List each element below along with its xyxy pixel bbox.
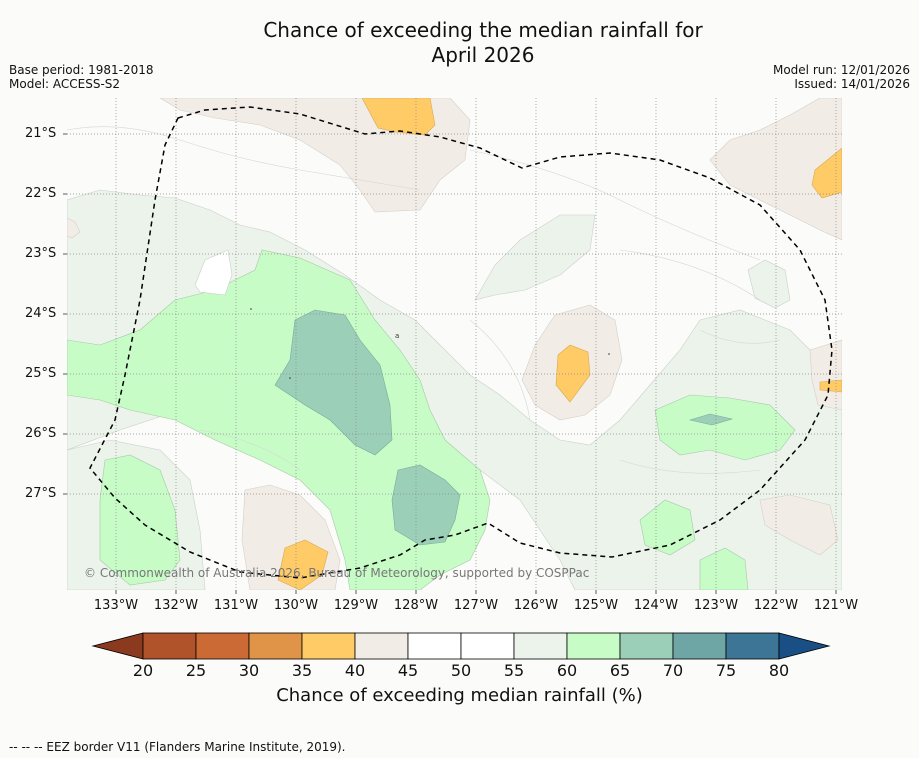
lon-label-133: 133°W (93, 598, 139, 613)
colorbar-tick: 20 (132, 661, 154, 680)
colorbar-segment (354, 632, 409, 660)
colorbar-tick: 55 (503, 661, 525, 680)
colorbar-tick: 50 (450, 661, 472, 680)
gridlines (67, 98, 842, 590)
map-plot-area: a (67, 98, 842, 590)
colorbar-segment (460, 632, 515, 660)
lon-label-131: 131°W (213, 598, 259, 613)
zone-65-70-south (391, 464, 461, 546)
lon-label-125: 125°W (573, 598, 619, 613)
title-line-1: Chance of exceeding the median rainfall … (263, 18, 703, 42)
colorbar-tick: 75 (715, 661, 737, 680)
issued-text: Issued: 14/01/2026 (794, 77, 910, 91)
lat-label-22: 22°S (25, 186, 57, 201)
colorbar-segment (248, 632, 303, 660)
zone-40-45-west (67, 217, 81, 239)
colorbar-tick: 60 (556, 661, 578, 680)
colorbar-segment (142, 632, 197, 660)
lon-label-122: 122°W (753, 598, 799, 613)
colorbar-tick: 30 (238, 661, 260, 680)
model-text: Model: ACCESS-S2 (9, 77, 121, 91)
small-glyph-a: a (395, 332, 399, 340)
lon-label-126: 126°W (513, 598, 559, 613)
base-period-text: Base period: 1981-2018 (9, 63, 154, 77)
colorbar-tick: 35 (291, 661, 313, 680)
small-dot-3 (608, 353, 610, 355)
eez-legend-note: -- -- -- EEZ border V11 (Flanders Marine… (9, 740, 346, 754)
colorbar (91, 632, 831, 660)
colorbar-tick: 65 (609, 661, 631, 680)
colorbar-tick: 25 (185, 661, 207, 680)
colorbar-segment (195, 632, 250, 660)
map-title: Chance of exceeding the median rainfall … (0, 18, 919, 68)
colorbar-segment (407, 632, 462, 660)
lat-label-27: 27°S (25, 486, 57, 501)
colorbar-tick: 80 (768, 661, 790, 680)
colorbar-tick: 40 (344, 661, 366, 680)
zone-40-45-east (809, 339, 842, 411)
lat-label-21: 21°S (25, 126, 57, 141)
small-dot-1 (250, 308, 252, 310)
zone-white-patch (194, 249, 233, 296)
zone-65-70-central (274, 309, 393, 456)
zone-35-40-east (819, 379, 842, 393)
lon-label-128: 128°W (393, 598, 439, 613)
contour-lines (67, 126, 781, 474)
zone-60-65-southeast (639, 499, 696, 556)
lon-label-121: 121°W (813, 598, 859, 613)
lon-label-130: 130°W (273, 598, 319, 613)
zone-60-65-main (67, 249, 491, 590)
meta-right: Model run: 12/01/2026 Issued: 14/01/2026 (773, 63, 910, 91)
colorbar-tick: 70 (662, 661, 684, 680)
zone-35-40-middle (555, 344, 591, 403)
colorbar-segment (725, 632, 780, 660)
lon-label-129: 129°W (333, 598, 379, 613)
zone-55-60-north (474, 214, 596, 301)
colorbar-segment (672, 632, 727, 660)
model-run-text: Model run: 12/01/2026 (772, 63, 910, 77)
colorbar-tick: 45 (397, 661, 419, 680)
colorbar-arrow-left (91, 632, 144, 660)
zone-40-45-northeast (709, 98, 842, 241)
lat-label-23: 23°S (25, 246, 57, 261)
zone-40-45-southeast (759, 494, 839, 556)
title-line-2: April 2026 (431, 43, 535, 67)
colorbar-segment (301, 632, 356, 660)
lat-label-26: 26°S (25, 426, 57, 441)
zone-65-70-east (688, 413, 734, 426)
meta-left: Base period: 1981-2018 Model: ACCESS-S2 (9, 63, 154, 91)
lat-label-25: 25°S (25, 366, 57, 381)
colorbar-segment (619, 632, 674, 660)
colorbar-segment (513, 632, 568, 660)
lon-label-124: 124°W (633, 598, 679, 613)
copyright-notice: © Commonwealth of Australia 2026, Bureau… (84, 566, 590, 580)
zone-35-40-northeast (811, 147, 842, 199)
zone-55-60-east (747, 259, 791, 309)
zone-60-65-south (699, 547, 749, 590)
colorbar-arrow-right (778, 632, 831, 660)
colorbar-segment (566, 632, 621, 660)
lon-label-132: 132°W (153, 598, 199, 613)
lon-label-127: 127°W (453, 598, 499, 613)
colorbar-label: Chance of exceeding median rainfall (%) (276, 685, 643, 706)
axis-ticks (63, 133, 837, 594)
lat-label-24: 24°S (25, 306, 57, 321)
eez-border (89, 106, 833, 579)
small-dot-2 (289, 377, 291, 379)
lon-label-123: 123°W (693, 598, 739, 613)
zone-60-65-east (654, 394, 796, 461)
